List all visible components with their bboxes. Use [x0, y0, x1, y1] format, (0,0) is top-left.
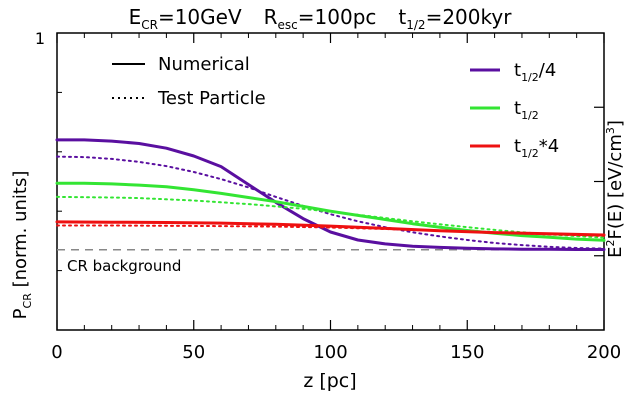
series-line-4 [56, 195, 605, 239]
style-legend-label: Numerical [158, 54, 250, 75]
style-legend-label: Test Particle [157, 88, 266, 109]
x-tick-label: 50 [182, 342, 205, 363]
series-legend-label: t1/2 [514, 98, 539, 122]
series-line-2 [56, 155, 605, 250]
style-legend: Numerical Test Particle [112, 54, 266, 109]
axis-ticks [56, 33, 605, 330]
series-legend-label: t1/2/4 [514, 60, 556, 84]
series-line-6 [56, 224, 605, 237]
series-legend-label: t1/2*4 [514, 136, 559, 160]
x-axis-label: z [pc] [303, 370, 356, 392]
y-axis-label-left: PCR [norm. units] [10, 171, 34, 320]
x-tick-label: 100 [313, 342, 347, 363]
x-tick-label: 200 [587, 342, 621, 363]
x-tick-labels: 0 50 100 150 200 [51, 342, 621, 363]
series-legend: t1/2/4 t1/2 t1/2*4 [470, 60, 559, 160]
x-tick-label: 150 [450, 342, 484, 363]
series-line-3 [55, 181, 606, 242]
x-tick-label: 0 [51, 342, 62, 363]
y-axis-label-right: E2F(E) [eV/cm3] [604, 120, 626, 258]
series-group [55, 138, 606, 251]
y-tick-label-top: 1 [35, 29, 45, 48]
chart-title: ECR=10GeV Resc=100pc t1/2=200kyr [129, 5, 513, 32]
background-label: CR background [67, 257, 181, 275]
series-line-1 [55, 138, 606, 251]
